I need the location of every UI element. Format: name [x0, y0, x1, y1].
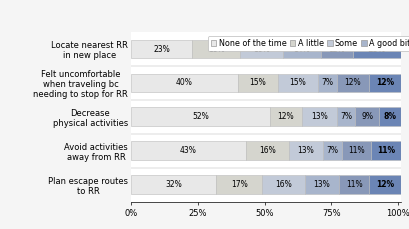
Text: 12%: 12%: [344, 78, 361, 87]
Text: 13%: 13%: [298, 146, 314, 155]
Text: 16%: 16%: [275, 180, 292, 189]
Bar: [318, 74, 337, 92]
Text: 9%: 9%: [362, 112, 373, 121]
Bar: [337, 74, 369, 92]
Text: 11%: 11%: [377, 146, 395, 155]
Bar: [283, 40, 321, 58]
Bar: [353, 40, 401, 58]
Text: 12%: 12%: [376, 78, 394, 87]
Text: 40%: 40%: [176, 78, 193, 87]
Text: 15%: 15%: [249, 78, 266, 87]
Bar: [270, 107, 302, 126]
Bar: [342, 141, 371, 160]
Bar: [302, 107, 337, 126]
Text: 32%: 32%: [165, 180, 182, 189]
Bar: [131, 40, 192, 58]
Text: 11%: 11%: [348, 146, 365, 155]
Bar: [369, 74, 401, 92]
Bar: [339, 175, 369, 194]
Bar: [192, 40, 240, 58]
Text: 12%: 12%: [278, 112, 294, 121]
Bar: [289, 141, 323, 160]
Bar: [131, 175, 216, 194]
Text: 16%: 16%: [259, 146, 276, 155]
Text: 8%: 8%: [384, 112, 397, 121]
Text: 52%: 52%: [192, 112, 209, 121]
Bar: [262, 175, 305, 194]
Bar: [355, 107, 380, 126]
Legend: None of the time, A little, Some, A good bit, Most, All of the time: None of the time, A little, Some, A good…: [208, 36, 409, 51]
Bar: [131, 74, 238, 92]
Bar: [371, 141, 401, 160]
Text: 12%: 12%: [328, 44, 345, 54]
Text: 12%: 12%: [376, 180, 394, 189]
Text: 11%: 11%: [346, 180, 362, 189]
Bar: [321, 40, 353, 58]
Text: 16%: 16%: [254, 44, 270, 54]
Bar: [337, 107, 355, 126]
Bar: [323, 141, 342, 160]
Bar: [216, 175, 262, 194]
Bar: [240, 40, 283, 58]
Bar: [238, 74, 278, 92]
Bar: [131, 107, 270, 126]
Text: 7%: 7%: [340, 112, 352, 121]
Text: 14%: 14%: [294, 44, 310, 54]
Bar: [305, 175, 339, 194]
Text: 23%: 23%: [153, 44, 170, 54]
Bar: [380, 107, 401, 126]
Text: 15%: 15%: [290, 78, 306, 87]
Bar: [131, 141, 246, 160]
Text: 18%: 18%: [368, 44, 386, 54]
Text: 7%: 7%: [321, 78, 333, 87]
Text: 18%: 18%: [208, 44, 225, 54]
Text: 7%: 7%: [327, 146, 339, 155]
Text: 43%: 43%: [180, 146, 197, 155]
Bar: [246, 141, 289, 160]
Text: 17%: 17%: [231, 180, 247, 189]
Text: 13%: 13%: [314, 180, 330, 189]
Text: 13%: 13%: [311, 112, 328, 121]
Bar: [369, 175, 401, 194]
Bar: [278, 74, 318, 92]
